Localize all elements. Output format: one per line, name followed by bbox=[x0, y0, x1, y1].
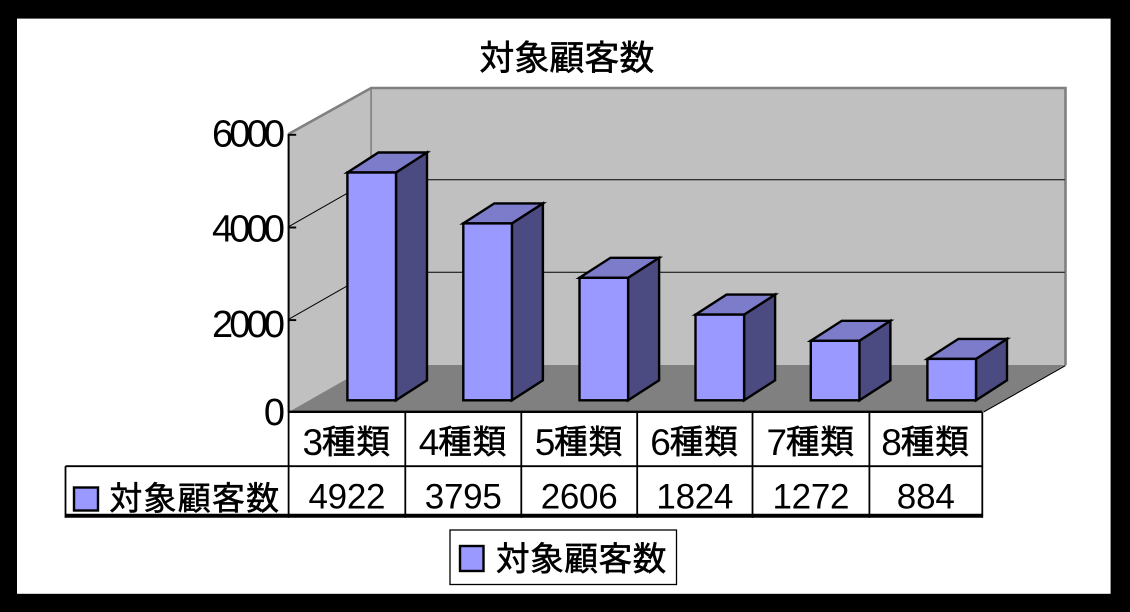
svg-text:6: 6 bbox=[650, 422, 671, 463]
svg-text:7: 7 bbox=[767, 422, 788, 463]
svg-text:8: 8 bbox=[881, 422, 902, 463]
svg-text:3: 3 bbox=[303, 422, 324, 463]
svg-text:6000: 6000 bbox=[212, 114, 285, 156]
svg-text:4: 4 bbox=[419, 422, 440, 463]
svg-text:4000: 4000 bbox=[212, 209, 285, 251]
svg-text:3795: 3795 bbox=[425, 478, 502, 517]
svg-text:2000: 2000 bbox=[212, 304, 285, 346]
svg-text:4922: 4922 bbox=[309, 478, 386, 517]
svg-text:1272: 1272 bbox=[773, 478, 850, 517]
svg-text:5: 5 bbox=[535, 422, 556, 463]
svg-text:0: 0 bbox=[264, 392, 285, 434]
svg-text:1824: 1824 bbox=[656, 478, 733, 517]
svg-text:884: 884 bbox=[897, 478, 955, 517]
svg-text:2606: 2606 bbox=[541, 478, 618, 517]
